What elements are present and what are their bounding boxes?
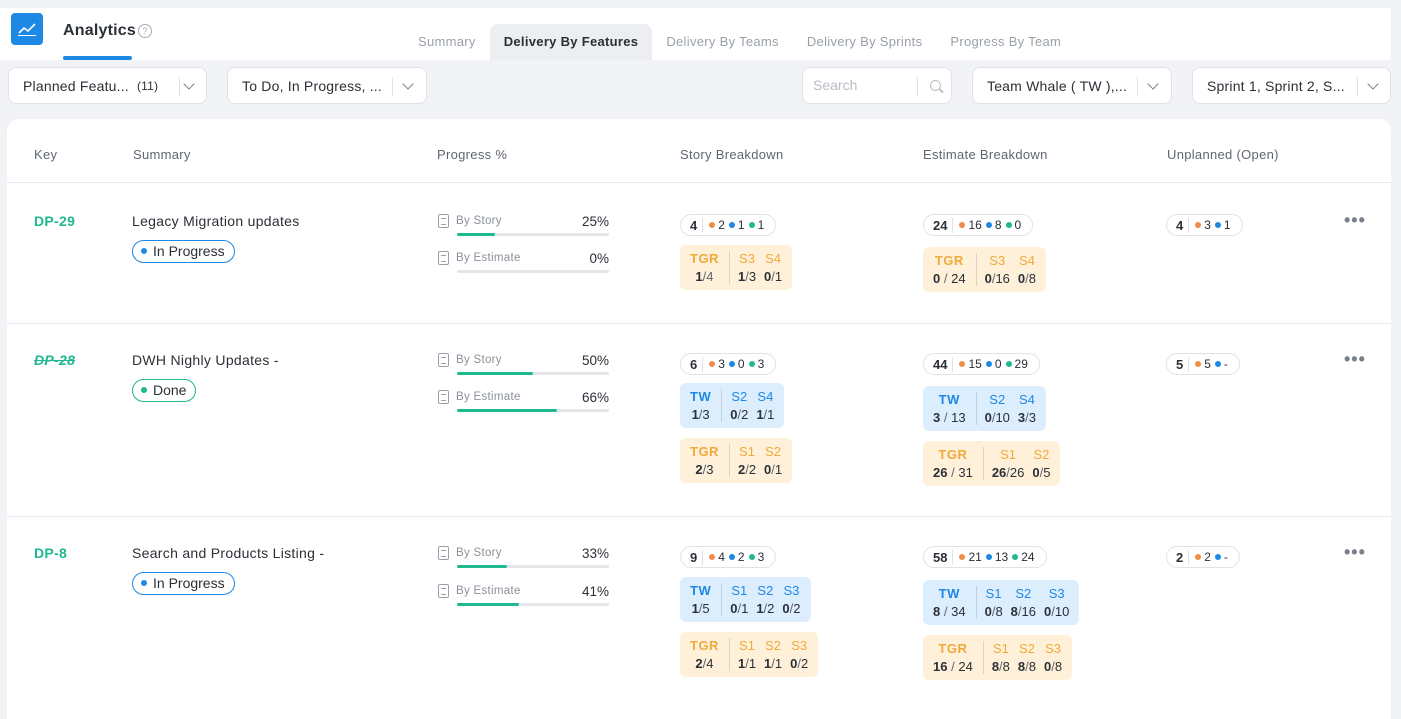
by-estimate-progress-bar	[457, 603, 609, 606]
status-badge: Done	[132, 379, 197, 402]
by-story-percent: 25%	[581, 214, 609, 229]
story-icon	[438, 353, 449, 367]
feature-summary: Search and Products Listing -	[132, 545, 325, 561]
chevron-down-icon[interactable]	[402, 78, 414, 90]
tab-bar: Summary Delivery By Features Delivery By…	[404, 24, 1075, 60]
estimate-team-card-tgr[interactable]: TGR 16 / 24 S1 8/8 S2 8/8 S3 0/8	[923, 635, 1073, 680]
page-title: Analytics	[63, 22, 136, 39]
unplanned-count-pill[interactable]: 2 2 -	[1166, 546, 1240, 568]
sprint-filter-label: Sprint 1, Sprint 2, S...	[1207, 77, 1345, 94]
estimate-total: 24	[933, 217, 954, 233]
story-team-card-tgr[interactable]: TGR 2/3 S1 2/2 S2 0/1	[680, 438, 793, 483]
feature-key[interactable]: DP-8	[34, 545, 68, 561]
estimate-icon	[438, 390, 449, 404]
by-estimate-percent: 0%	[589, 251, 609, 266]
by-estimate-percent: 41%	[581, 584, 609, 599]
col-header-unplanned[interactable]: Unplanned (Open)	[1167, 147, 1279, 162]
sprint-filter[interactable]: Sprint 1, Sprint 2, S...	[1192, 67, 1391, 104]
story-todo-count: 2	[718, 218, 725, 232]
by-estimate-label: By Estimate	[456, 252, 521, 264]
status-badge: In Progress	[132, 572, 235, 595]
estimate-count-pill[interactable]: 44 15 0 29	[923, 353, 1040, 375]
estimate-team-card-tgr[interactable]: TGR 26 / 31 S1 26/26 S2 0/5	[923, 441, 1061, 486]
search-icon[interactable]	[930, 80, 941, 91]
status-filter-label: To Do, In Progress, ...	[242, 77, 382, 94]
by-estimate-progress-bar	[457, 409, 609, 412]
estimate-count-pill[interactable]: 58 21 13 24	[923, 546, 1047, 568]
estimate-team-card-tgr[interactable]: TGR 0 / 24 S3 0/16 S4 0/8	[923, 247, 1046, 292]
status-filter[interactable]: To Do, In Progress, ...	[227, 67, 427, 104]
story-team-card-tgr[interactable]: TGR 1/4 S3 1/3 S4 0/1	[680, 245, 793, 290]
estimate-team-card-tw[interactable]: TW 3 / 13 S2 0/10 S4 3/3	[923, 386, 1046, 431]
story-count-pill[interactable]: 6 3 0 3	[680, 353, 777, 375]
feature-key[interactable]: DP-28	[34, 352, 76, 368]
by-story-label: By Story	[456, 354, 502, 366]
search-box[interactable]	[802, 67, 952, 104]
story-team-card-tgr[interactable]: TGR 2/4 S1 1/1 S2 1/1 S3 0/2	[680, 632, 819, 677]
estimate-count-pill[interactable]: 24 16 8 0	[923, 214, 1034, 236]
col-header-estimate-breakdown[interactable]: Estimate Breakdown	[923, 147, 1048, 162]
by-story-progress-bar	[457, 233, 609, 236]
by-story-label: By Story	[456, 215, 502, 227]
team-name: TGR	[690, 251, 719, 266]
top-bar: Analytics ? Summary Delivery By Features…	[0, 8, 1391, 60]
help-icon[interactable]: ?	[138, 24, 152, 38]
by-estimate-label: By Estimate	[456, 585, 521, 597]
by-story-progress-bar	[457, 565, 609, 568]
by-story-percent: 50%	[581, 353, 609, 368]
more-options-icon[interactable]: •••	[1344, 542, 1366, 562]
story-count-pill[interactable]: 4 2 1 1	[680, 214, 777, 236]
unplanned-count-pill[interactable]: 4 3 1	[1166, 214, 1243, 236]
feature-summary: Legacy Migration updates	[132, 213, 300, 229]
by-estimate-progress-bar	[457, 270, 609, 273]
tab-delivery-by-sprints[interactable]: Delivery By Sprints	[806, 34, 923, 49]
team-filter[interactable]: Team Whale ( TW ),...	[972, 67, 1172, 104]
features-filter-count: (11)	[136, 78, 159, 93]
estimate-icon	[438, 251, 449, 265]
sprint-name: S3	[739, 251, 755, 266]
by-estimate-percent: 66%	[581, 390, 609, 405]
more-options-icon[interactable]: •••	[1344, 349, 1366, 369]
story-count-pill[interactable]: 9 4 2 3	[680, 546, 777, 568]
features-filter[interactable]: Planned Featu... (11)	[8, 67, 207, 104]
chevron-down-icon[interactable]	[1367, 78, 1379, 90]
story-team-card-tw[interactable]: TW 1/5 S1 0/1 S2 1/2 S3 0/2	[680, 577, 811, 622]
chevron-down-icon[interactable]	[1147, 78, 1159, 90]
by-story-percent: 33%	[581, 546, 609, 561]
tab-delivery-by-features[interactable]: Delivery By Features	[489, 24, 653, 60]
col-header-summary[interactable]: Summary	[133, 147, 191, 162]
more-options-icon[interactable]: •••	[1344, 210, 1366, 230]
chevron-down-icon[interactable]	[183, 78, 195, 90]
analytics-app-icon[interactable]	[11, 13, 43, 45]
story-inprogress-count: 1	[737, 218, 745, 232]
estimate-team-card-tw[interactable]: TW 8 / 34 S1 0/8 S2 8/16 S3 0/10	[923, 580, 1080, 625]
team-filter-label: Team Whale ( TW ),...	[987, 77, 1128, 94]
tab-summary[interactable]: Summary	[418, 34, 476, 49]
by-story-progress-bar	[457, 372, 609, 375]
story-total: 4	[690, 217, 704, 233]
by-estimate-label: By Estimate	[456, 391, 521, 403]
estimate-icon	[438, 584, 449, 598]
sprint-name: S4	[765, 251, 782, 266]
search-input[interactable]	[813, 77, 913, 93]
story-done-count: 1	[757, 218, 765, 232]
tab-progress-by-team[interactable]: Progress By Team	[950, 34, 1062, 49]
story-icon	[438, 214, 449, 228]
col-header-key[interactable]: Key	[34, 147, 58, 162]
col-header-story-breakdown[interactable]: Story Breakdown	[680, 147, 784, 162]
col-header-progress[interactable]: Progress %	[437, 147, 508, 162]
feature-key[interactable]: DP-29	[34, 213, 76, 229]
by-story-label: By Story	[456, 547, 502, 559]
tab-delivery-by-teams[interactable]: Delivery By Teams	[666, 34, 779, 49]
features-filter-label: Planned Featu...	[23, 77, 129, 94]
story-icon	[438, 546, 449, 560]
story-team-card-tw[interactable]: TW 1/3 S2 0/2 S4 1/1	[680, 383, 785, 428]
status-badge: In Progress	[132, 240, 235, 263]
title-underline	[63, 56, 132, 60]
features-table: Key Summary Progress % Story Breakdown E…	[7, 119, 1391, 719]
feature-summary: DWH Nighly Updates -	[132, 352, 279, 368]
unplanned-count-pill[interactable]: 5 5 -	[1166, 353, 1240, 375]
